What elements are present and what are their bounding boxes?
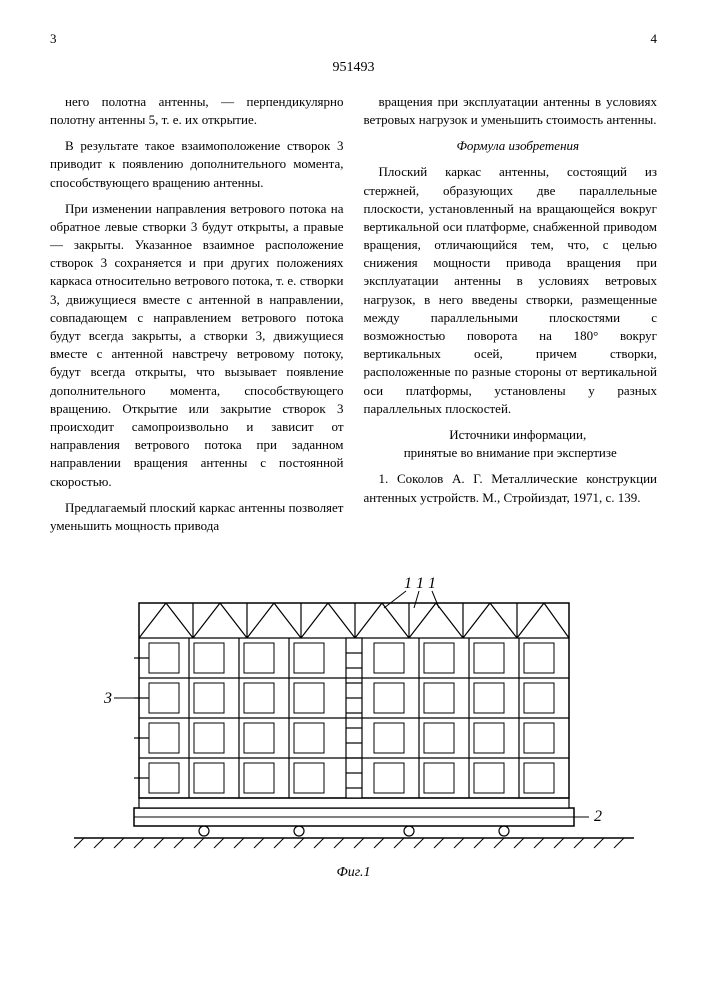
right-p2: Плоский каркас антенны, состоящий из сте… (364, 163, 658, 418)
callout-3: 3 (103, 690, 112, 707)
antenna-diagram: 3 2 1 1 1 (74, 573, 634, 853)
callout-111: 1 1 1 (404, 575, 436, 592)
sources-line1: Источники информации, (449, 427, 586, 442)
page-number-left: 3 (50, 30, 57, 48)
left-p1: него полотна антенны, — перпендикулярно … (50, 93, 344, 129)
figure-1: 3 2 1 1 1 Фиг.1 (50, 573, 657, 883)
right-p1: вращения при эксплуатации антенны в усло… (364, 93, 658, 129)
sources-title: Источники информации, принятые во вниман… (364, 426, 658, 462)
left-p2: В результате такое взаимоположение створ… (50, 137, 344, 192)
reference-1: 1. Соколов А. Г. Металлические конструкц… (364, 470, 658, 506)
figure-label: Фиг.1 (50, 863, 657, 883)
sources-line2: принятые во внимание при экспертизе (404, 445, 617, 460)
page-number-right: 4 (651, 30, 658, 48)
formula-title: Формула изобретения (364, 137, 658, 155)
left-p3: При изменении направления ветрового пото… (50, 200, 344, 491)
left-column: него полотна антенны, — перпендикулярно … (50, 93, 344, 543)
callout-2: 2 (594, 808, 602, 825)
document-number: 951493 (50, 58, 657, 78)
left-p4: Предлагаемый плоский каркас антенны позв… (50, 499, 344, 535)
text-columns: него полотна антенны, — перпендикулярно … (50, 93, 657, 543)
right-column: вращения при эксплуатации антенны в усло… (364, 93, 658, 543)
